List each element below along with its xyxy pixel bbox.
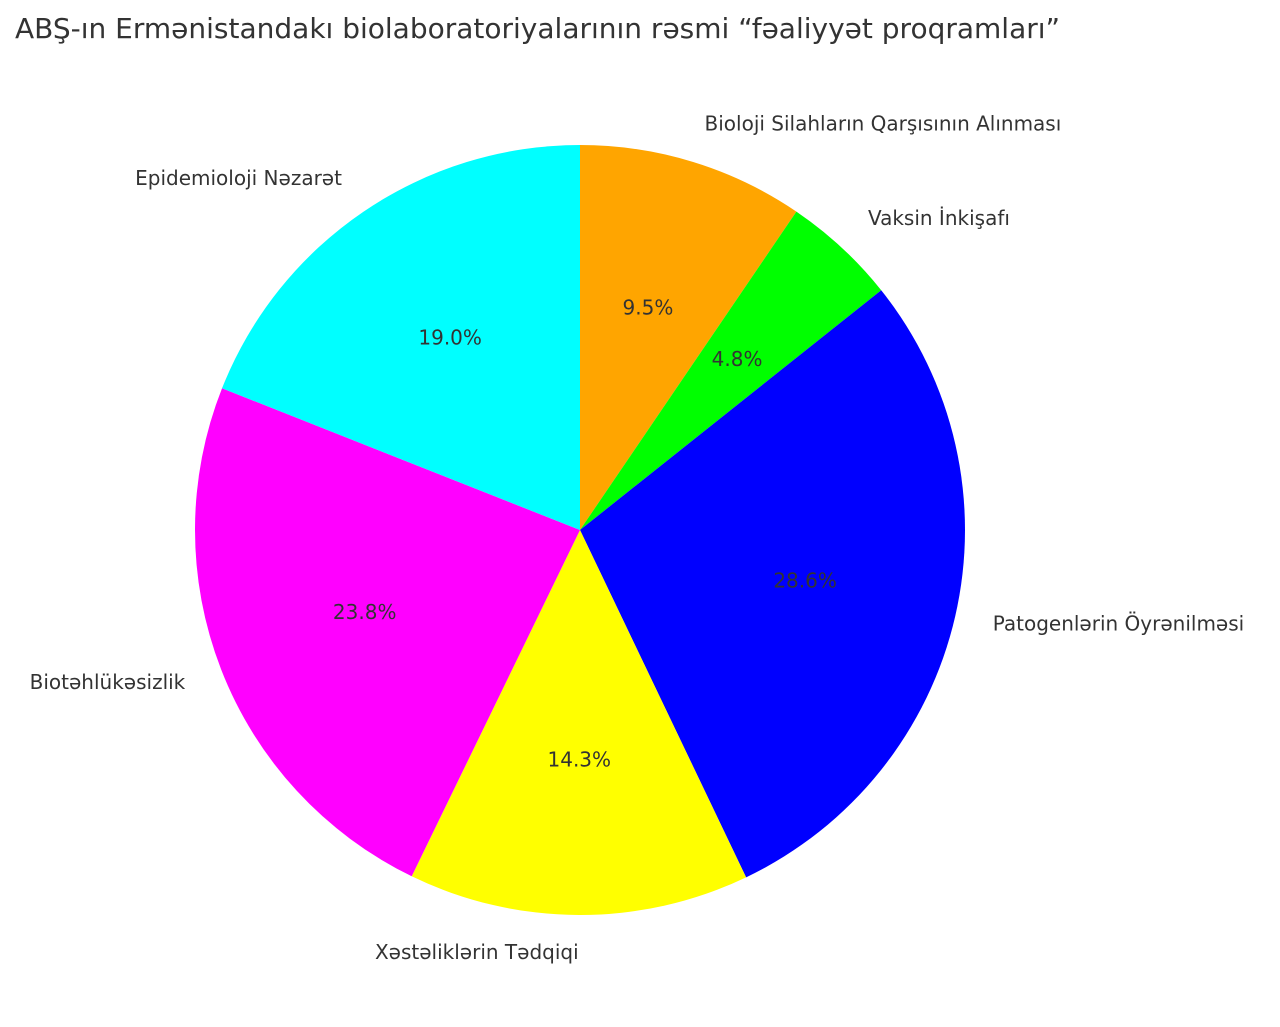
- chart-title: ABŞ-ın Ermənistandakı biolaboratoriyalar…: [15, 12, 1060, 45]
- value-label: 14.3%: [548, 747, 612, 771]
- pie-slice: [580, 145, 797, 530]
- value-label: 9.5%: [623, 296, 674, 320]
- value-label: 4.8%: [712, 347, 763, 371]
- value-label: 23.8%: [333, 600, 397, 624]
- value-label: 19.0%: [418, 325, 482, 349]
- slice-label: Bioloji Silahların Qarşısının Alınması: [705, 112, 1062, 136]
- pie-slice: [580, 290, 965, 878]
- slice-label: Patogenlərin Öyrənilməsi: [993, 611, 1245, 635]
- pie-slice: [195, 388, 580, 877]
- slice-label: Vaksin İnkişafı: [868, 206, 1010, 230]
- value-label: 28.6%: [773, 568, 837, 592]
- slice-label: Biotəhlükəsizlik: [30, 670, 186, 694]
- pie-slice: [411, 530, 747, 915]
- pie-slice: [580, 211, 882, 530]
- slice-label: Epidemioloji Nəzarət: [135, 166, 342, 190]
- slice-label: Xəstəliklərin Tədqiqi: [375, 940, 579, 964]
- pie-slice: [222, 145, 580, 530]
